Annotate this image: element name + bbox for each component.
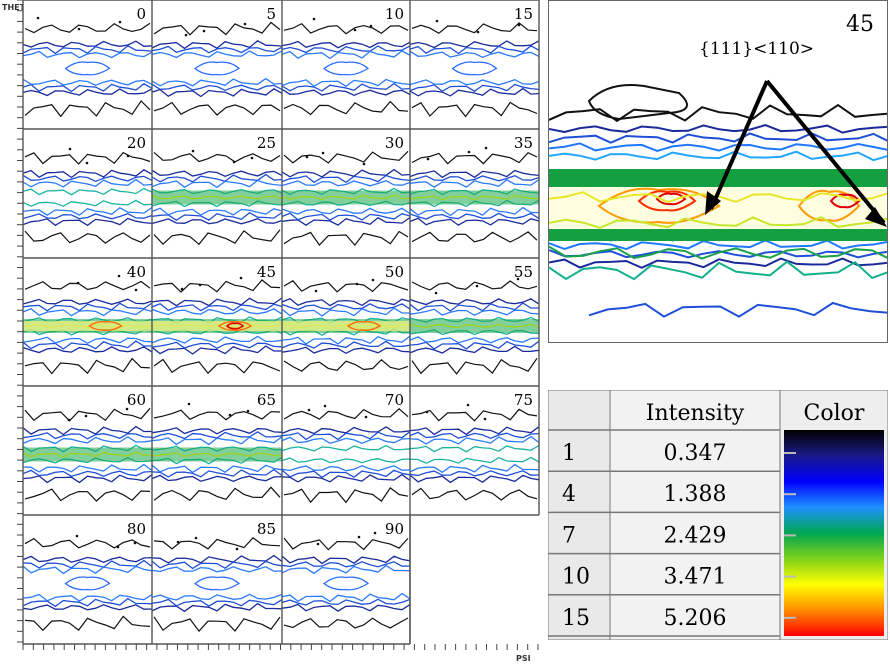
section-angle-label: 40 xyxy=(127,263,146,281)
odf-section-cell: 5 xyxy=(151,5,283,116)
legend-level: 4 xyxy=(562,482,576,507)
section-angle-label: 35 xyxy=(514,134,533,152)
section-angle-label: 80 xyxy=(127,520,146,538)
section-angle-label: 25 xyxy=(257,134,276,152)
odf-section-cell: 85 xyxy=(151,520,283,633)
odf-section-cell: 10 xyxy=(281,5,411,116)
odf-sections-panel: THETA PSI 0 5 10 15 20 25 30 35 40 45 50 55 60 65 70 75… xyxy=(2,0,540,663)
legend-level: 1 xyxy=(562,441,576,466)
legend-intensity-value: 0.347 xyxy=(664,441,727,466)
odf-section-cell: 30 xyxy=(281,134,411,247)
odf-section-cell: 20 xyxy=(22,134,153,244)
section-angle-label: 5 xyxy=(266,5,276,23)
legend-level: 15 xyxy=(562,606,590,631)
odf-section-cell: 0 xyxy=(22,5,153,118)
section-angle-label: 60 xyxy=(127,391,146,409)
odf-section-cell: 15 xyxy=(409,5,540,118)
section-angle-label: 10 xyxy=(385,5,404,23)
odf-section-cell: 70 xyxy=(281,391,411,504)
intensity-legend-table: Intensity Color 1 0.347 4 1.388 7 2.429 10 3.47… xyxy=(548,390,888,640)
legend-level: 7 xyxy=(562,523,576,548)
section-angle-label: 90 xyxy=(385,520,404,538)
section-angle-label: 85 xyxy=(257,520,276,538)
section-angle-label: 45 xyxy=(257,263,276,281)
section-angle-label: 30 xyxy=(385,134,404,152)
odf-sections-grid: 0 5 10 15 20 25 30 35 40 45 50 55 60 65 70 75 80 85 90 xyxy=(17,0,540,650)
odf-section-cell: 75 xyxy=(409,391,540,501)
psi-axis-label: PSI xyxy=(516,654,531,663)
zoomed-section-label: 45 xyxy=(846,12,874,37)
section-angle-label: 75 xyxy=(514,391,533,409)
section-angle-label: 65 xyxy=(257,391,276,409)
section-angle-label: 20 xyxy=(127,134,146,152)
section-angle-label: 0 xyxy=(136,5,146,23)
odf-section-cell: 40 xyxy=(22,263,153,375)
odf-section-cell: 45 xyxy=(151,263,283,375)
theta-axis-label: THETA xyxy=(2,3,31,12)
header-color: Color xyxy=(804,401,865,426)
odf-section-cell: 25 xyxy=(151,134,283,246)
legend-level: 10 xyxy=(562,565,590,590)
odf-section-cell: 90 xyxy=(281,520,411,629)
legend-intensity-value: 3.471 xyxy=(664,565,727,590)
odf-section-cell: 80 xyxy=(22,520,153,632)
legend-intensity-value: 1.388 xyxy=(664,482,727,507)
odf-section-cell: 60 xyxy=(22,391,153,502)
color-scale-bar xyxy=(784,430,884,636)
zoomed-section-plot: 45 {111}<110> xyxy=(549,12,887,318)
header-intensity: Intensity xyxy=(646,401,745,426)
legend-intensity-value: 5.206 xyxy=(664,606,727,631)
zoomed-contours xyxy=(549,84,887,318)
section-angle-label: 70 xyxy=(385,391,404,409)
legend-intensity-value: 2.429 xyxy=(664,523,727,548)
component-arrows xyxy=(705,79,887,227)
odf-section-cell: 65 xyxy=(151,391,283,502)
texture-component-annotation: {111}<110> xyxy=(699,39,814,59)
odf-section-cell: 55 xyxy=(409,263,540,375)
odf-section-cell: 35 xyxy=(409,134,540,243)
odf-section-cell: 50 xyxy=(281,263,411,372)
section-angle-label: 15 xyxy=(514,5,533,23)
section-angle-label: 50 xyxy=(385,263,404,281)
zoomed-section-panel: 45 {111}<110> xyxy=(548,0,888,343)
section-angle-label: 55 xyxy=(514,263,533,281)
